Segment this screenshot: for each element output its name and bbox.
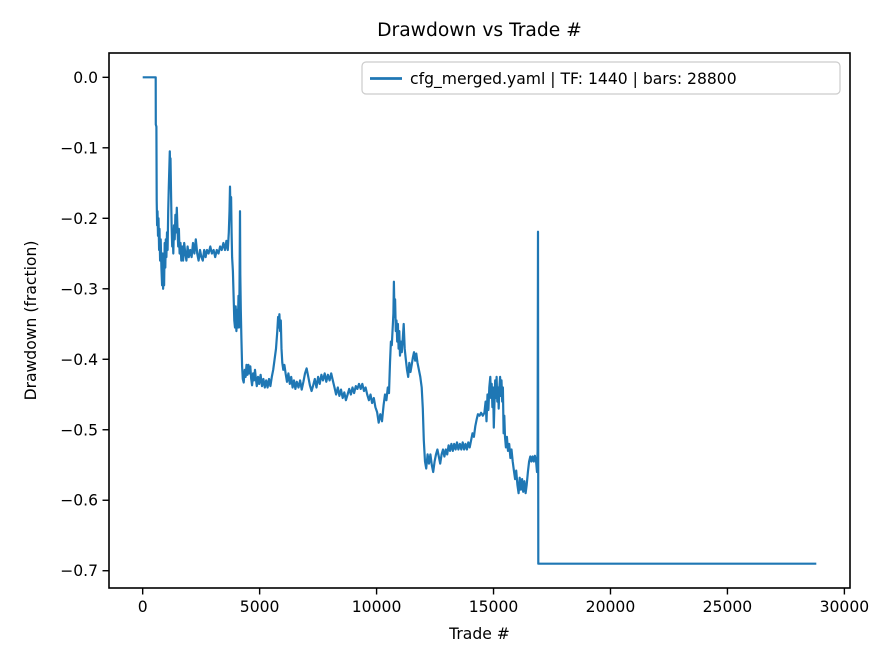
y-tick-label: −0.6 <box>60 492 98 510</box>
y-tick-label: −0.5 <box>60 421 98 439</box>
legend-label: cfg_merged.yaml | TF: 1440 | bars: 28800 <box>410 70 737 89</box>
series-line <box>142 76 817 565</box>
legend-box <box>361 61 841 95</box>
x-axis-label: Trade # <box>448 625 510 643</box>
x-tick-label: 25000 <box>703 598 753 616</box>
chart-title: Drawdown vs Trade # <box>377 20 582 41</box>
x-tick-label: 0 <box>138 598 148 616</box>
y-axis-label: Drawdown (fraction) <box>22 241 40 401</box>
x-tick-label: 15000 <box>469 598 519 616</box>
y-axis: 0.0 −0.1 −0.2 −0.3 −0.4 −0.5 −0.6 −0.7 <box>60 69 109 580</box>
plot-area <box>108 52 851 589</box>
legend: cfg_merged.yaml | TF: 1440 | bars: 28800 <box>361 61 841 95</box>
x-tick-label: 5000 <box>240 598 280 616</box>
x-axis: 0 5000 10000 15000 20000 25000 30000 <box>138 588 869 616</box>
y-tick-label: −0.2 <box>60 210 98 228</box>
y-tick-label: −0.4 <box>60 351 98 369</box>
y-tick-label: −0.7 <box>60 562 98 580</box>
x-tick-label: 20000 <box>586 598 636 616</box>
y-tick-label: −0.3 <box>60 280 98 298</box>
y-tick-label: 0.0 <box>73 69 98 87</box>
x-tick-label: 30000 <box>820 598 870 616</box>
y-tick-label: −0.1 <box>60 139 98 157</box>
x-tick-label: 10000 <box>352 598 402 616</box>
